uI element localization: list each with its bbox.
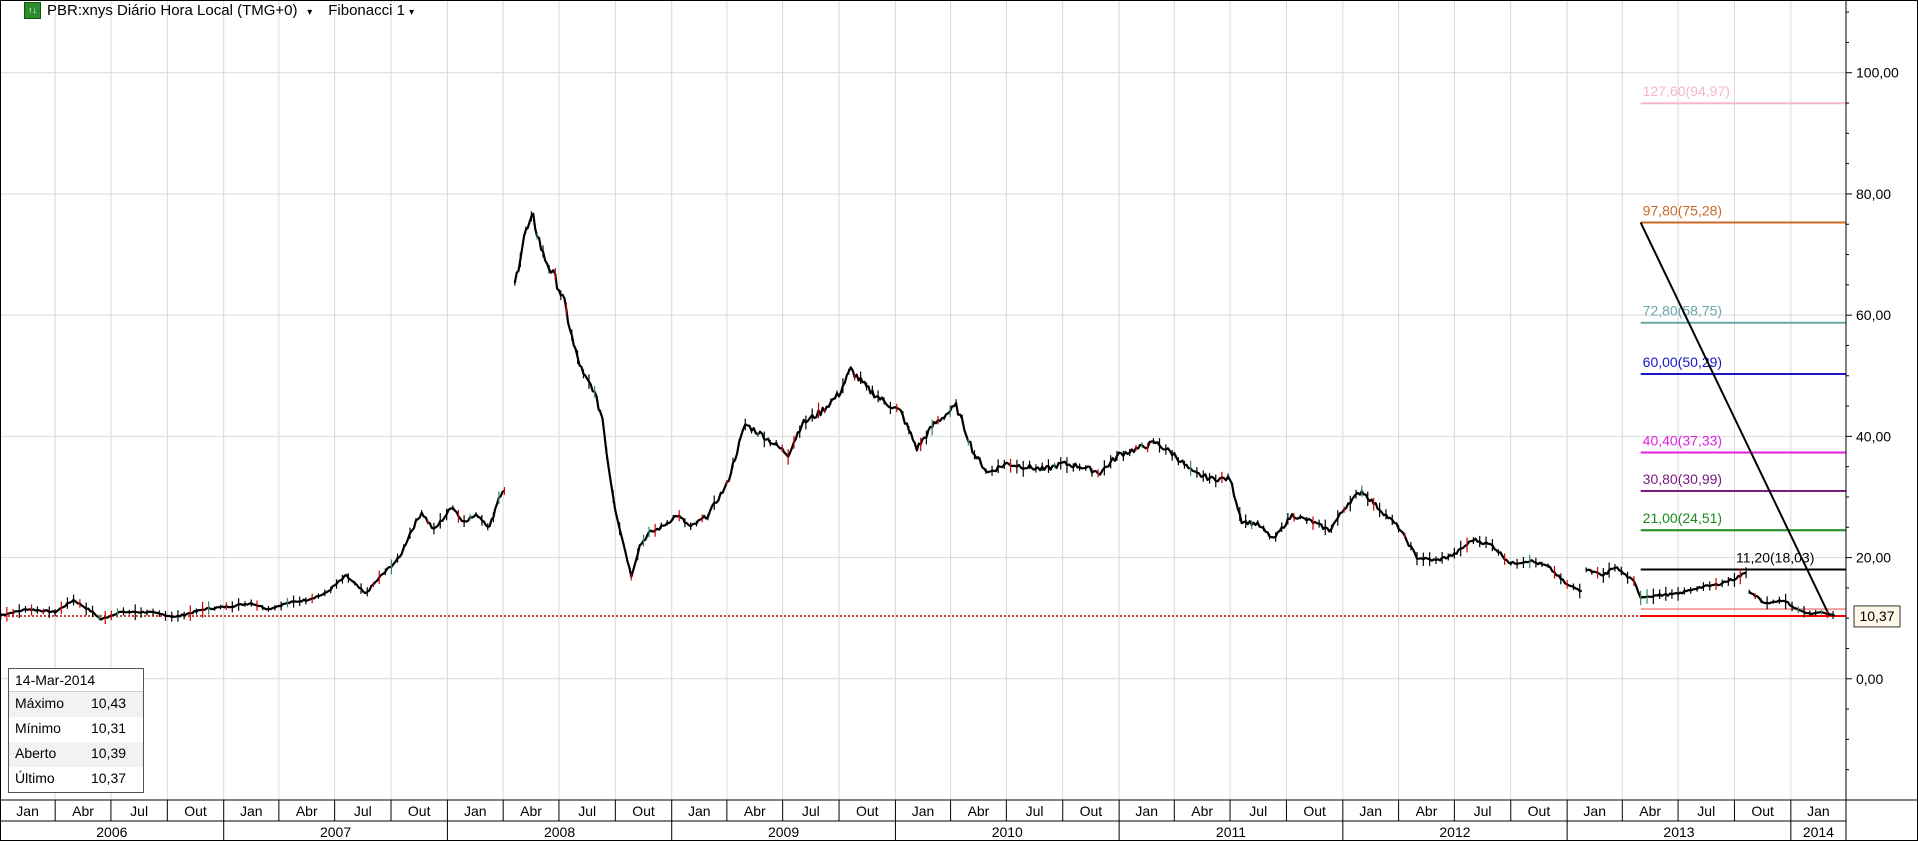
month-label: Jul: [1697, 803, 1715, 819]
year-label: 2008: [544, 824, 575, 840]
info-value: 10,37: [91, 770, 127, 786]
chart-icon: ↑↓: [24, 2, 41, 19]
month-label: Abr: [1191, 803, 1213, 819]
month-label: Jan: [688, 803, 711, 819]
month-label: Out: [856, 803, 879, 819]
study-dropdown[interactable]: Fibonacci 1 ▾: [328, 2, 414, 19]
info-row-last: Último 10,37: [9, 767, 143, 792]
year-label: 2009: [768, 824, 799, 840]
y-tick-label: 80,00: [1856, 186, 1891, 202]
symbol-dropdown[interactable]: PBR:xnys Diário Hora Local (TMG+0) ▾: [47, 2, 312, 19]
last-price-label: 10,37: [1859, 608, 1894, 624]
month-label: Abr: [296, 803, 318, 819]
month-label: Out: [1080, 803, 1103, 819]
fibonacci-levels: 127,60(94,97)97,80(75,28)72,80(58,75)60,…: [0, 83, 1846, 617]
month-label: Out: [408, 803, 431, 819]
price-line: [513, 212, 1582, 593]
fib-level-label: 30,80(30,99): [1643, 471, 1722, 487]
year-label: 2007: [320, 824, 351, 840]
fib-level-label: 40,40(37,33): [1643, 433, 1722, 449]
month-label: Jul: [1474, 803, 1492, 819]
fib-level-label: 127,60(94,97): [1643, 83, 1730, 99]
info-value: 10,31: [91, 720, 127, 736]
month-label: Abr: [968, 803, 990, 819]
month-label: Abr: [72, 803, 94, 819]
year-label: 2010: [992, 824, 1023, 840]
month-label: Jan: [1359, 803, 1382, 819]
fib-level-label: 11,20(18,03): [1736, 550, 1814, 566]
chart-header: ↑↓ PBR:xnys Diário Hora Local (TMG+0) ▾ …: [24, 2, 414, 19]
year-label: 2006: [96, 824, 127, 840]
month-label: Jan: [912, 803, 935, 819]
info-label: Último: [15, 770, 55, 786]
ohlc-info-box: 14-Mar-2014 Máximo 10,43 Mínimo 10,31 Ab…: [8, 668, 144, 793]
symbol-label: PBR:xnys Diário Hora Local (TMG+0): [47, 2, 298, 19]
info-row-high: Máximo 10,43: [9, 692, 143, 717]
fib-level-label: 21,00(24,51): [1643, 510, 1722, 526]
month-label: Jan: [464, 803, 487, 819]
chevron-down-icon: ▾: [301, 7, 313, 18]
y-tick-label: 60,00: [1856, 307, 1891, 323]
y-tick-label: 0,00: [1856, 671, 1883, 687]
y-tick-label: 20,00: [1856, 550, 1891, 566]
last-price-box: [1853, 605, 1901, 628]
month-label: Jan: [1583, 803, 1606, 819]
month-label: Jul: [1026, 803, 1044, 819]
month-label: Out: [632, 803, 655, 819]
info-value: 10,43: [91, 695, 127, 711]
y-tick-label: 100,00: [1856, 65, 1899, 81]
fib-level-label: 60,00(50,29): [1643, 354, 1722, 370]
info-label: Mínimo: [15, 720, 61, 736]
price-series: [0, 211, 1836, 625]
year-label: 2012: [1439, 824, 1470, 840]
month-label: Abr: [520, 803, 542, 819]
month-label: Abr: [1639, 803, 1661, 819]
month-label: Jan: [1807, 803, 1830, 819]
fib-trendline: [1639, 222, 1831, 617]
year-label: 2013: [1663, 824, 1694, 840]
info-date: 14-Mar-2014: [9, 669, 143, 692]
grid: [0, 0, 1846, 800]
info-row-low: Mínimo 10,31: [9, 717, 143, 742]
month-label: Out: [1303, 803, 1326, 819]
info-row-open: Aberto 10,39: [9, 742, 143, 767]
month-label: Jul: [578, 803, 596, 819]
fib-level-label: 97,80(75,28): [1643, 203, 1722, 219]
month-label: Jul: [1249, 803, 1267, 819]
info-label: Máximo: [15, 695, 65, 711]
year-label: 2014: [1803, 824, 1834, 840]
month-label: Jul: [354, 803, 372, 819]
month-label: Jul: [130, 803, 148, 819]
month-label: Out: [184, 803, 207, 819]
year-label: 2011: [1216, 824, 1246, 840]
study-label: Fibonacci 1: [328, 2, 405, 19]
month-label: Out: [1528, 803, 1551, 819]
last-price-badge: 10,37: [1853, 605, 1901, 628]
month-label: Jul: [802, 803, 820, 819]
month-label: Jan: [16, 803, 39, 819]
month-label: Jan: [240, 803, 263, 819]
month-label: Abr: [744, 803, 766, 819]
month-label: Out: [1751, 803, 1774, 819]
month-label: Jan: [1135, 803, 1158, 819]
chevron-down-icon: ▾: [409, 7, 415, 18]
y-tick-label: 40,00: [1856, 428, 1891, 444]
price-line: [0, 489, 505, 621]
info-label: Aberto: [15, 745, 57, 761]
info-value: 10,39: [91, 745, 127, 761]
month-label: Abr: [1416, 803, 1438, 819]
